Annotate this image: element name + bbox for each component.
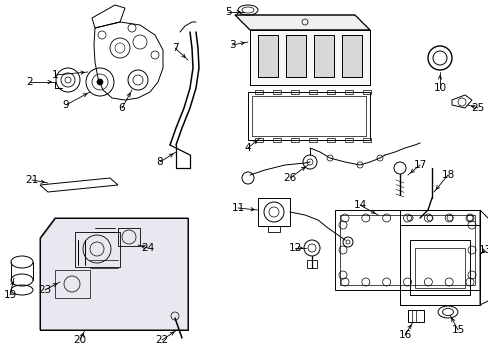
Text: 21: 21: [25, 175, 39, 185]
Bar: [326, 90, 334, 94]
Bar: [249, 30, 369, 85]
Bar: [362, 90, 370, 94]
Bar: [258, 198, 289, 226]
Bar: [313, 35, 333, 77]
Text: 12: 12: [288, 243, 301, 253]
Bar: [341, 35, 361, 77]
Bar: [345, 90, 352, 94]
Bar: [267, 226, 280, 232]
Polygon shape: [235, 15, 369, 30]
Text: 5: 5: [224, 7, 231, 17]
Bar: [308, 138, 316, 142]
Text: 16: 16: [398, 330, 411, 340]
Bar: [290, 138, 298, 142]
Text: 15: 15: [450, 325, 464, 335]
Bar: [285, 35, 305, 77]
Bar: [399, 225, 479, 305]
Text: 13: 13: [477, 245, 488, 255]
Text: 18: 18: [441, 170, 454, 180]
Text: 20: 20: [73, 335, 86, 345]
Bar: [272, 90, 281, 94]
Bar: [339, 215, 474, 285]
Bar: [272, 138, 281, 142]
Bar: [407, 310, 423, 322]
Bar: [285, 35, 305, 77]
Bar: [258, 35, 278, 77]
Bar: [409, 240, 469, 295]
Text: 9: 9: [62, 100, 69, 110]
Text: 11: 11: [231, 203, 244, 213]
Text: 3: 3: [228, 40, 235, 50]
Text: 6: 6: [119, 103, 125, 113]
Bar: [55, 270, 90, 298]
Bar: [118, 228, 140, 246]
Polygon shape: [40, 218, 187, 330]
Bar: [258, 35, 278, 77]
Text: 26: 26: [283, 173, 296, 183]
Bar: [414, 248, 464, 288]
Text: 1: 1: [52, 70, 58, 80]
Bar: [75, 232, 120, 267]
Bar: [290, 90, 298, 94]
Text: 17: 17: [412, 160, 426, 170]
Text: 8: 8: [156, 157, 163, 167]
Text: 22: 22: [155, 335, 168, 345]
Text: 4: 4: [244, 143, 251, 153]
Bar: [254, 138, 263, 142]
Bar: [345, 138, 352, 142]
Text: 24: 24: [141, 243, 154, 253]
Bar: [306, 260, 316, 268]
Text: 25: 25: [470, 103, 484, 113]
Bar: [251, 96, 365, 136]
Bar: [249, 30, 369, 85]
Text: 10: 10: [432, 83, 446, 93]
Circle shape: [97, 79, 103, 85]
Bar: [313, 35, 333, 77]
Text: 7: 7: [171, 43, 178, 53]
Text: 23: 23: [38, 285, 52, 295]
Bar: [254, 90, 263, 94]
Bar: [341, 35, 361, 77]
Bar: [362, 138, 370, 142]
Bar: [247, 92, 369, 140]
Bar: [326, 138, 334, 142]
Text: 2: 2: [27, 77, 33, 87]
Text: 19: 19: [3, 290, 17, 300]
Bar: [308, 90, 316, 94]
Text: 14: 14: [353, 200, 366, 210]
Bar: [334, 210, 479, 290]
